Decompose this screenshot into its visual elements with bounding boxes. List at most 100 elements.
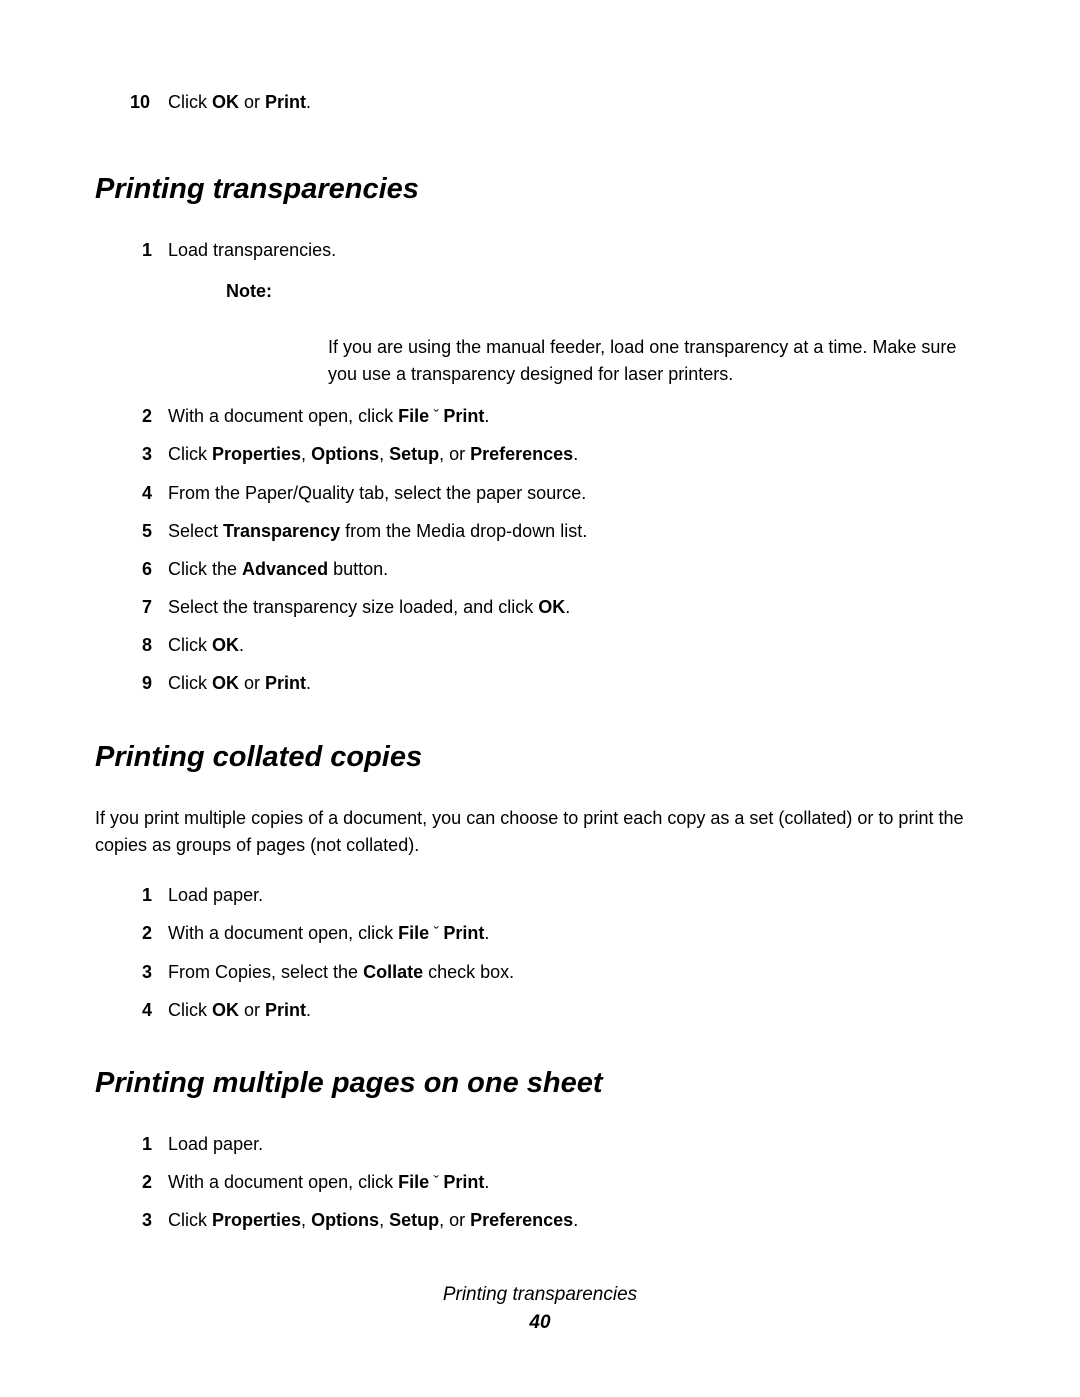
note-body: If you are using the manual feeder, load… — [168, 334, 985, 388]
step-text: . — [573, 444, 578, 464]
bold-collate: Collate — [363, 962, 423, 982]
step-item: 9 Click OK or Print. — [130, 671, 985, 696]
step-number: 3 — [130, 960, 152, 985]
step-number: 4 — [130, 481, 152, 506]
step-item: 2 With a document open, click File ˇ Pri… — [130, 921, 985, 946]
step-item: 2 With a document open, click File ˇ Pri… — [130, 1170, 985, 1195]
bold-options: Options — [311, 444, 379, 464]
bold-ok: OK — [212, 1000, 239, 1020]
step-text: Click — [168, 1210, 212, 1230]
step-text: Click — [168, 1000, 212, 1020]
step-item: 3 Click Properties, Options, Setup, or P… — [130, 1208, 985, 1233]
step-text: Load transparencies. — [168, 240, 336, 260]
step-item: 3 Click Properties, Options, Setup, or P… — [130, 442, 985, 467]
bold-print: Print — [265, 1000, 306, 1020]
heading-collated-copies: Printing collated copies — [95, 737, 985, 778]
bold-print: Print — [443, 923, 484, 943]
step-text: . — [239, 635, 244, 655]
step-text: , or — [439, 444, 470, 464]
step-item: 6 Click the Advanced button. — [130, 557, 985, 582]
step-number: 9 — [130, 671, 152, 696]
step-text: , — [379, 444, 389, 464]
step-text: , — [301, 444, 311, 464]
bold-setup: Setup — [389, 1210, 439, 1230]
steps-list-multiple: 1 Load paper. 2 With a document open, cl… — [95, 1132, 985, 1234]
step-number: 10 — [120, 90, 150, 115]
step-text: or — [239, 673, 265, 693]
step-item: 2 With a document open, click File ˇ Pri… — [130, 404, 985, 429]
bold-advanced: Advanced — [242, 559, 328, 579]
step-text: From Copies, select the — [168, 962, 363, 982]
heading-printing-transparencies: Printing transparencies — [95, 169, 985, 210]
step-text: From the Paper/Quality tab, select the p… — [168, 483, 586, 503]
arrow-icon: ˇ — [429, 1174, 443, 1191]
step-text: Select — [168, 521, 223, 541]
step-text: Click — [168, 92, 212, 112]
step-text: or — [239, 1000, 265, 1020]
step-number: 2 — [130, 921, 152, 946]
step-text: . — [306, 92, 311, 112]
step-number: 1 — [130, 1132, 152, 1157]
step-text: . — [484, 406, 489, 426]
step-text: . — [565, 597, 570, 617]
footer-title: Printing transparencies — [95, 1282, 985, 1309]
step-text: With a document open, click — [168, 923, 398, 943]
bold-transparency: Transparency — [223, 521, 340, 541]
bold-file: File — [398, 923, 429, 943]
bold-ok: OK — [212, 635, 239, 655]
step-item: 5 Select Transparency from the Media dro… — [130, 519, 985, 544]
bold-file: File — [398, 1172, 429, 1192]
step-number: 5 — [130, 519, 152, 544]
step-text: or — [239, 92, 265, 112]
step-text: Click — [168, 673, 212, 693]
step-text: Select the transparency size loaded, and… — [168, 597, 538, 617]
step-item: 3 From Copies, select the Collate check … — [130, 960, 985, 985]
step-text: . — [484, 923, 489, 943]
steps-list-transparencies: 1 Load transparencies. Note: If you are … — [95, 238, 985, 697]
step-number: 6 — [130, 557, 152, 582]
bold-preferences: Preferences — [470, 444, 573, 464]
step-item: 1 Load transparencies. Note: If you are … — [130, 238, 985, 388]
step-text: . — [306, 673, 311, 693]
step-text: Click — [168, 635, 212, 655]
step-number: 4 — [130, 998, 152, 1023]
footer-page-number: 40 — [95, 1310, 985, 1337]
bold-print: Print — [443, 406, 484, 426]
step-number: 3 — [130, 442, 152, 467]
step-text: . — [484, 1172, 489, 1192]
step-text: button. — [328, 559, 388, 579]
step-text: , — [301, 1210, 311, 1230]
bold-print: Print — [443, 1172, 484, 1192]
bold-preferences: Preferences — [470, 1210, 573, 1230]
steps-list-collated: 1 Load paper. 2 With a document open, cl… — [95, 883, 985, 1023]
step-number: 7 — [130, 595, 152, 620]
step-text: , or — [439, 1210, 470, 1230]
step-number: 3 — [130, 1208, 152, 1233]
bold-options: Options — [311, 1210, 379, 1230]
arrow-icon: ˇ — [429, 408, 443, 425]
intro-collated: If you print multiple copies of a docume… — [95, 805, 985, 859]
step-item: 1 Load paper. — [130, 1132, 985, 1157]
bold-file: File — [398, 406, 429, 426]
step-item: 7 Select the transparency size loaded, a… — [130, 595, 985, 620]
step-text: check box. — [423, 962, 514, 982]
heading-multiple-pages: Printing multiple pages on one sheet — [95, 1063, 985, 1104]
step-number: 1 — [130, 238, 152, 263]
arrow-icon: ˇ — [429, 925, 443, 942]
step-text: Click the — [168, 559, 242, 579]
step-number: 2 — [130, 404, 152, 429]
page-footer: Printing transparencies 40 — [95, 1282, 985, 1337]
bold-ok: OK — [538, 597, 565, 617]
bold-ok: OK — [212, 673, 239, 693]
step-item: 4 Click OK or Print. — [130, 998, 985, 1023]
step-text: With a document open, click — [168, 1172, 398, 1192]
bold-setup: Setup — [389, 444, 439, 464]
bold-print: Print — [265, 673, 306, 693]
step-number: 2 — [130, 1170, 152, 1195]
bold-properties: Properties — [212, 444, 301, 464]
bold-ok: OK — [212, 92, 239, 112]
step-text: Click — [168, 444, 212, 464]
step-text: . — [306, 1000, 311, 1020]
step-item: 8 Click OK. — [130, 633, 985, 658]
continuation-step-10: 10 Click OK or Print. — [95, 90, 985, 115]
